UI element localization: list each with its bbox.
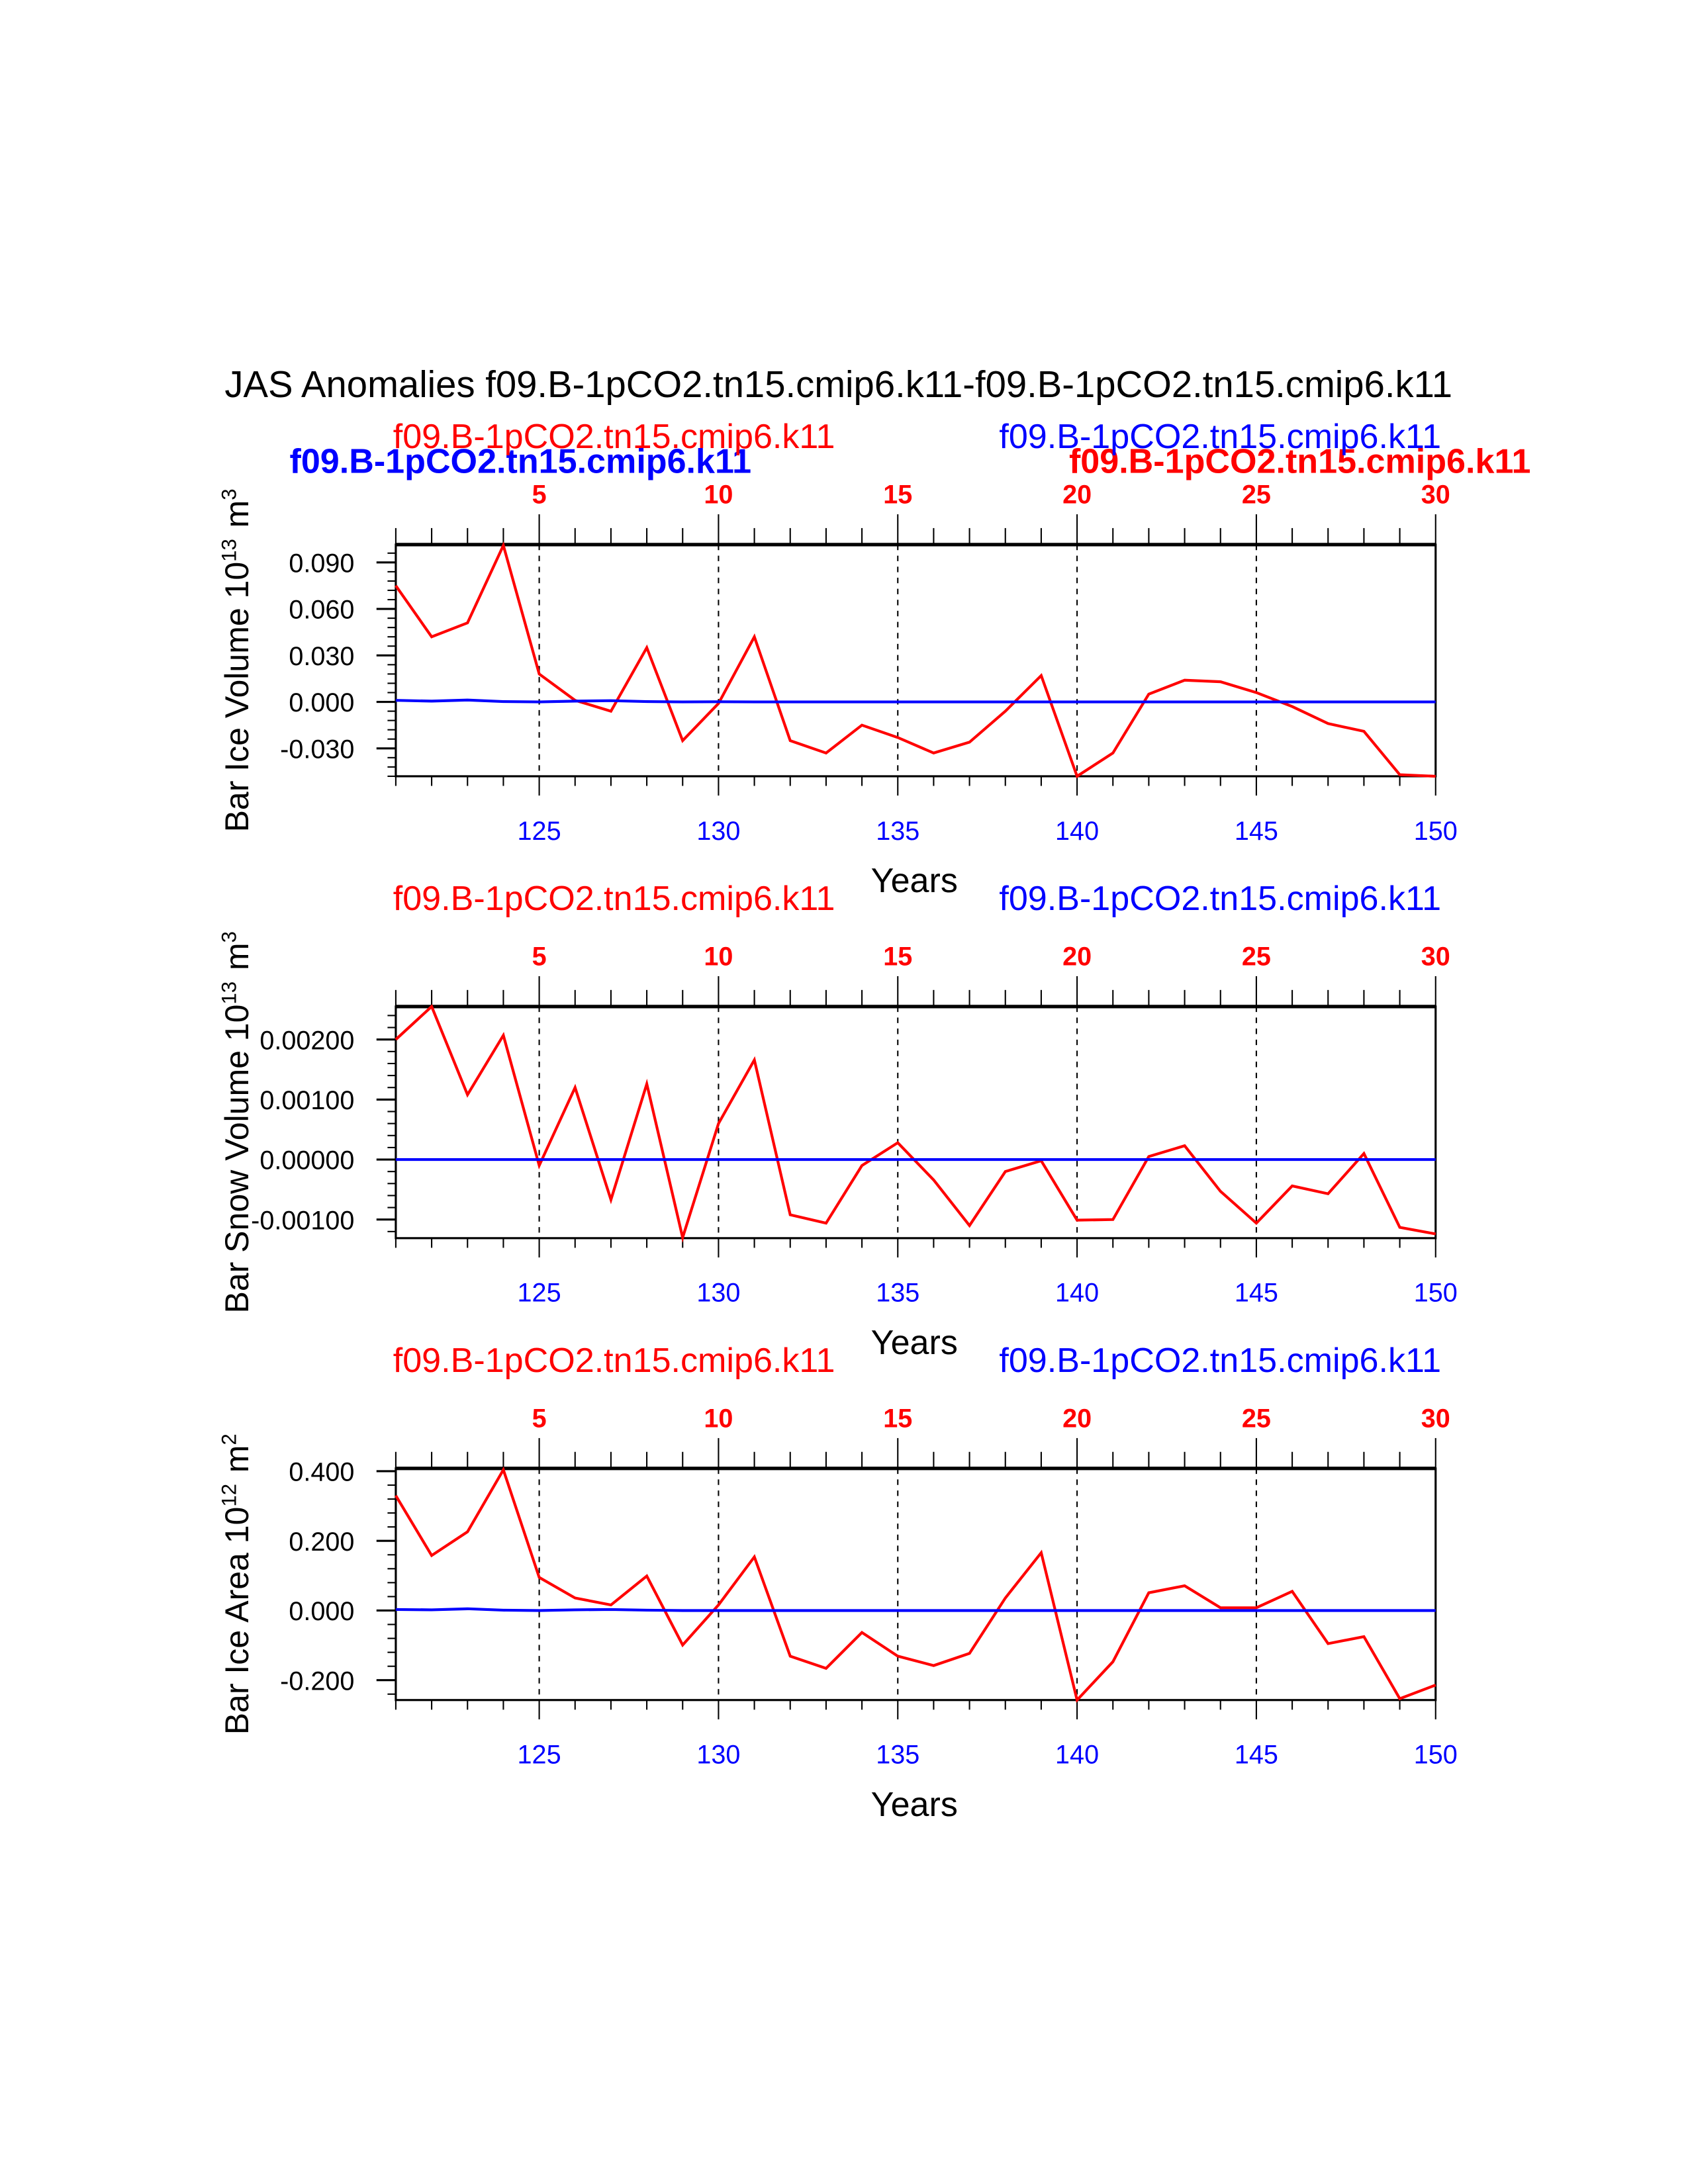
y-axis-label: Bar Snow Volume 1013 m3 [217, 931, 256, 1313]
x-tick-label-bottom: 145 [1235, 1279, 1278, 1308]
series-line-red [395, 1004, 1436, 1243]
series-line-blue [395, 698, 1436, 704]
overlap-label-right-bold: f09.B-1pCO2.tn15.cmip6.k11 [1069, 443, 1531, 481]
x-tick-label-top: 10 [704, 942, 733, 971]
y-tick-label: 0.030 [289, 642, 354, 671]
x-tick-label-bottom: 145 [1235, 1741, 1278, 1770]
y-tick-label: 0.090 [289, 549, 354, 578]
y-axis-label-ylabel-exp: 13 [217, 981, 240, 1005]
y-axis-label-ylabel-exp: 13 [217, 539, 240, 562]
overlap-label-left-bold: f09.B-1pCO2.tn15.cmip6.k11 [290, 443, 752, 481]
x-tick-label-top: 30 [1421, 480, 1450, 509]
panel-1: f09.B-1pCO2.tn15.cmip6.k11 f09.B-1pCO2.tn… [217, 418, 1458, 900]
y-tick-label: -0.00100 [251, 1206, 354, 1235]
right-case-label: f09.B-1pCO2.tn15.cmip6.k11 [999, 418, 1441, 456]
y-axis-label-ylabel-unit: m [218, 500, 256, 528]
x-tick-label-top: 20 [1062, 942, 1092, 971]
x-tick-label-top: 20 [1062, 1404, 1092, 1433]
y-tick-label: -0.030 [280, 735, 354, 764]
figure-title: JAS Anomalies f09.B-1pCO2.tn15.cmip6.k11… [224, 363, 1452, 405]
x-tick-label-bottom: 125 [518, 1741, 561, 1770]
y-axis-label-ylabel-exp: 12 [217, 1484, 240, 1507]
plot-frame [395, 1005, 1437, 1240]
x-tick-label-bottom: 150 [1414, 817, 1458, 846]
x-tick-label-top: 25 [1242, 480, 1271, 509]
x-tick-label-bottom: 135 [876, 1279, 919, 1308]
y-axis-label-ylabel-unit-exp: 3 [217, 488, 240, 500]
x-tick-label-bottom: 130 [696, 1741, 740, 1770]
y-axis-label-ylabel-unit: m [218, 1445, 256, 1473]
x-tick-label-bottom: 130 [696, 1279, 740, 1308]
x-tick-label-bottom: 150 [1414, 1279, 1458, 1308]
x-tick-label-top: 5 [532, 1404, 547, 1433]
y-tick-label: 0.00200 [259, 1026, 354, 1055]
x-tick-label-bottom: 135 [876, 817, 919, 846]
x-tick-label-bottom: 140 [1055, 1741, 1099, 1770]
x-tick-label-top: 10 [704, 1404, 733, 1433]
y-tick-label: 0.060 [289, 596, 354, 625]
x-tick-label-top: 10 [704, 480, 733, 509]
x-tick-label-top: 30 [1421, 1404, 1450, 1433]
left-case-label: f09.B-1pCO2.tn15.cmip6.k11 [393, 1342, 835, 1380]
plot-frame [395, 543, 1437, 778]
y-tick-label: -0.200 [280, 1666, 354, 1696]
x-tick-label-top: 20 [1062, 480, 1092, 509]
left-case-label: f09.B-1pCO2.tn15.cmip6.k11 [393, 418, 835, 456]
x-axis-label: Years [871, 862, 958, 900]
y-tick-label: 0.000 [289, 1597, 354, 1626]
x-tick-label-bottom: 140 [1055, 1279, 1099, 1308]
panel-2: f09.B-1pCO2.tn15.cmip6.k11 f09.B-1pCO2.tn… [217, 880, 1458, 1362]
series-line-red [395, 541, 1436, 779]
x-tick-label-bottom: 150 [1414, 1741, 1458, 1770]
y-axis-label-ylabel: Bar Snow Volume 10 [218, 1005, 256, 1314]
right-case-label: f09.B-1pCO2.tn15.cmip6.k11 [999, 1342, 1441, 1380]
x-tick-label-bottom: 145 [1235, 817, 1278, 846]
x-tick-label-bottom: 140 [1055, 817, 1099, 846]
y-axis-label-ylabel-unit-exp: 2 [217, 1433, 240, 1445]
right-case-label: f09.B-1pCO2.tn15.cmip6.k11 [999, 880, 1441, 918]
x-tick-label-top: 5 [532, 942, 547, 971]
y-tick-label: 0.00000 [259, 1146, 354, 1175]
x-tick-label-bottom: 130 [696, 817, 740, 846]
x-tick-label-bottom: 125 [518, 1279, 561, 1308]
y-tick-label: 0.00100 [259, 1086, 354, 1115]
x-tick-label-top: 5 [532, 480, 547, 509]
x-axis-label: Years [871, 1786, 958, 1824]
left-case-label: f09.B-1pCO2.tn15.cmip6.k11 [393, 880, 835, 918]
series-line-red [395, 1466, 1436, 1703]
x-tick-label-top: 30 [1421, 942, 1450, 971]
x-tick-label-top: 15 [883, 1404, 912, 1433]
x-tick-label-top: 15 [883, 942, 912, 971]
x-tick-label-bottom: 135 [876, 1741, 919, 1770]
y-axis-label: Bar Ice Area 1012 m2 [217, 1433, 256, 1735]
x-tick-label-top: 25 [1242, 942, 1271, 971]
y-axis-label-ylabel-unit: m [218, 943, 256, 971]
x-tick-label-top: 15 [883, 480, 912, 509]
y-axis-label: Bar Ice Volume 1013 m3 [217, 488, 256, 832]
x-axis-label: Years [871, 1324, 958, 1362]
panel-3: f09.B-1pCO2.tn15.cmip6.k11 f09.B-1pCO2.tn… [217, 1342, 1458, 1824]
series-line-blue [395, 1607, 1436, 1612]
y-tick-label: 0.400 [289, 1458, 354, 1487]
y-axis-label-ylabel: Bar Ice Area 10 [218, 1507, 256, 1735]
y-axis-label-ylabel: Bar Ice Volume 10 [218, 562, 256, 833]
y-axis-label-ylabel-unit-exp: 3 [217, 931, 240, 942]
x-tick-label-bottom: 125 [518, 817, 561, 846]
x-tick-label-top: 25 [1242, 1404, 1271, 1433]
y-tick-label: 0.000 [289, 688, 354, 717]
y-tick-label: 0.200 [289, 1527, 354, 1557]
